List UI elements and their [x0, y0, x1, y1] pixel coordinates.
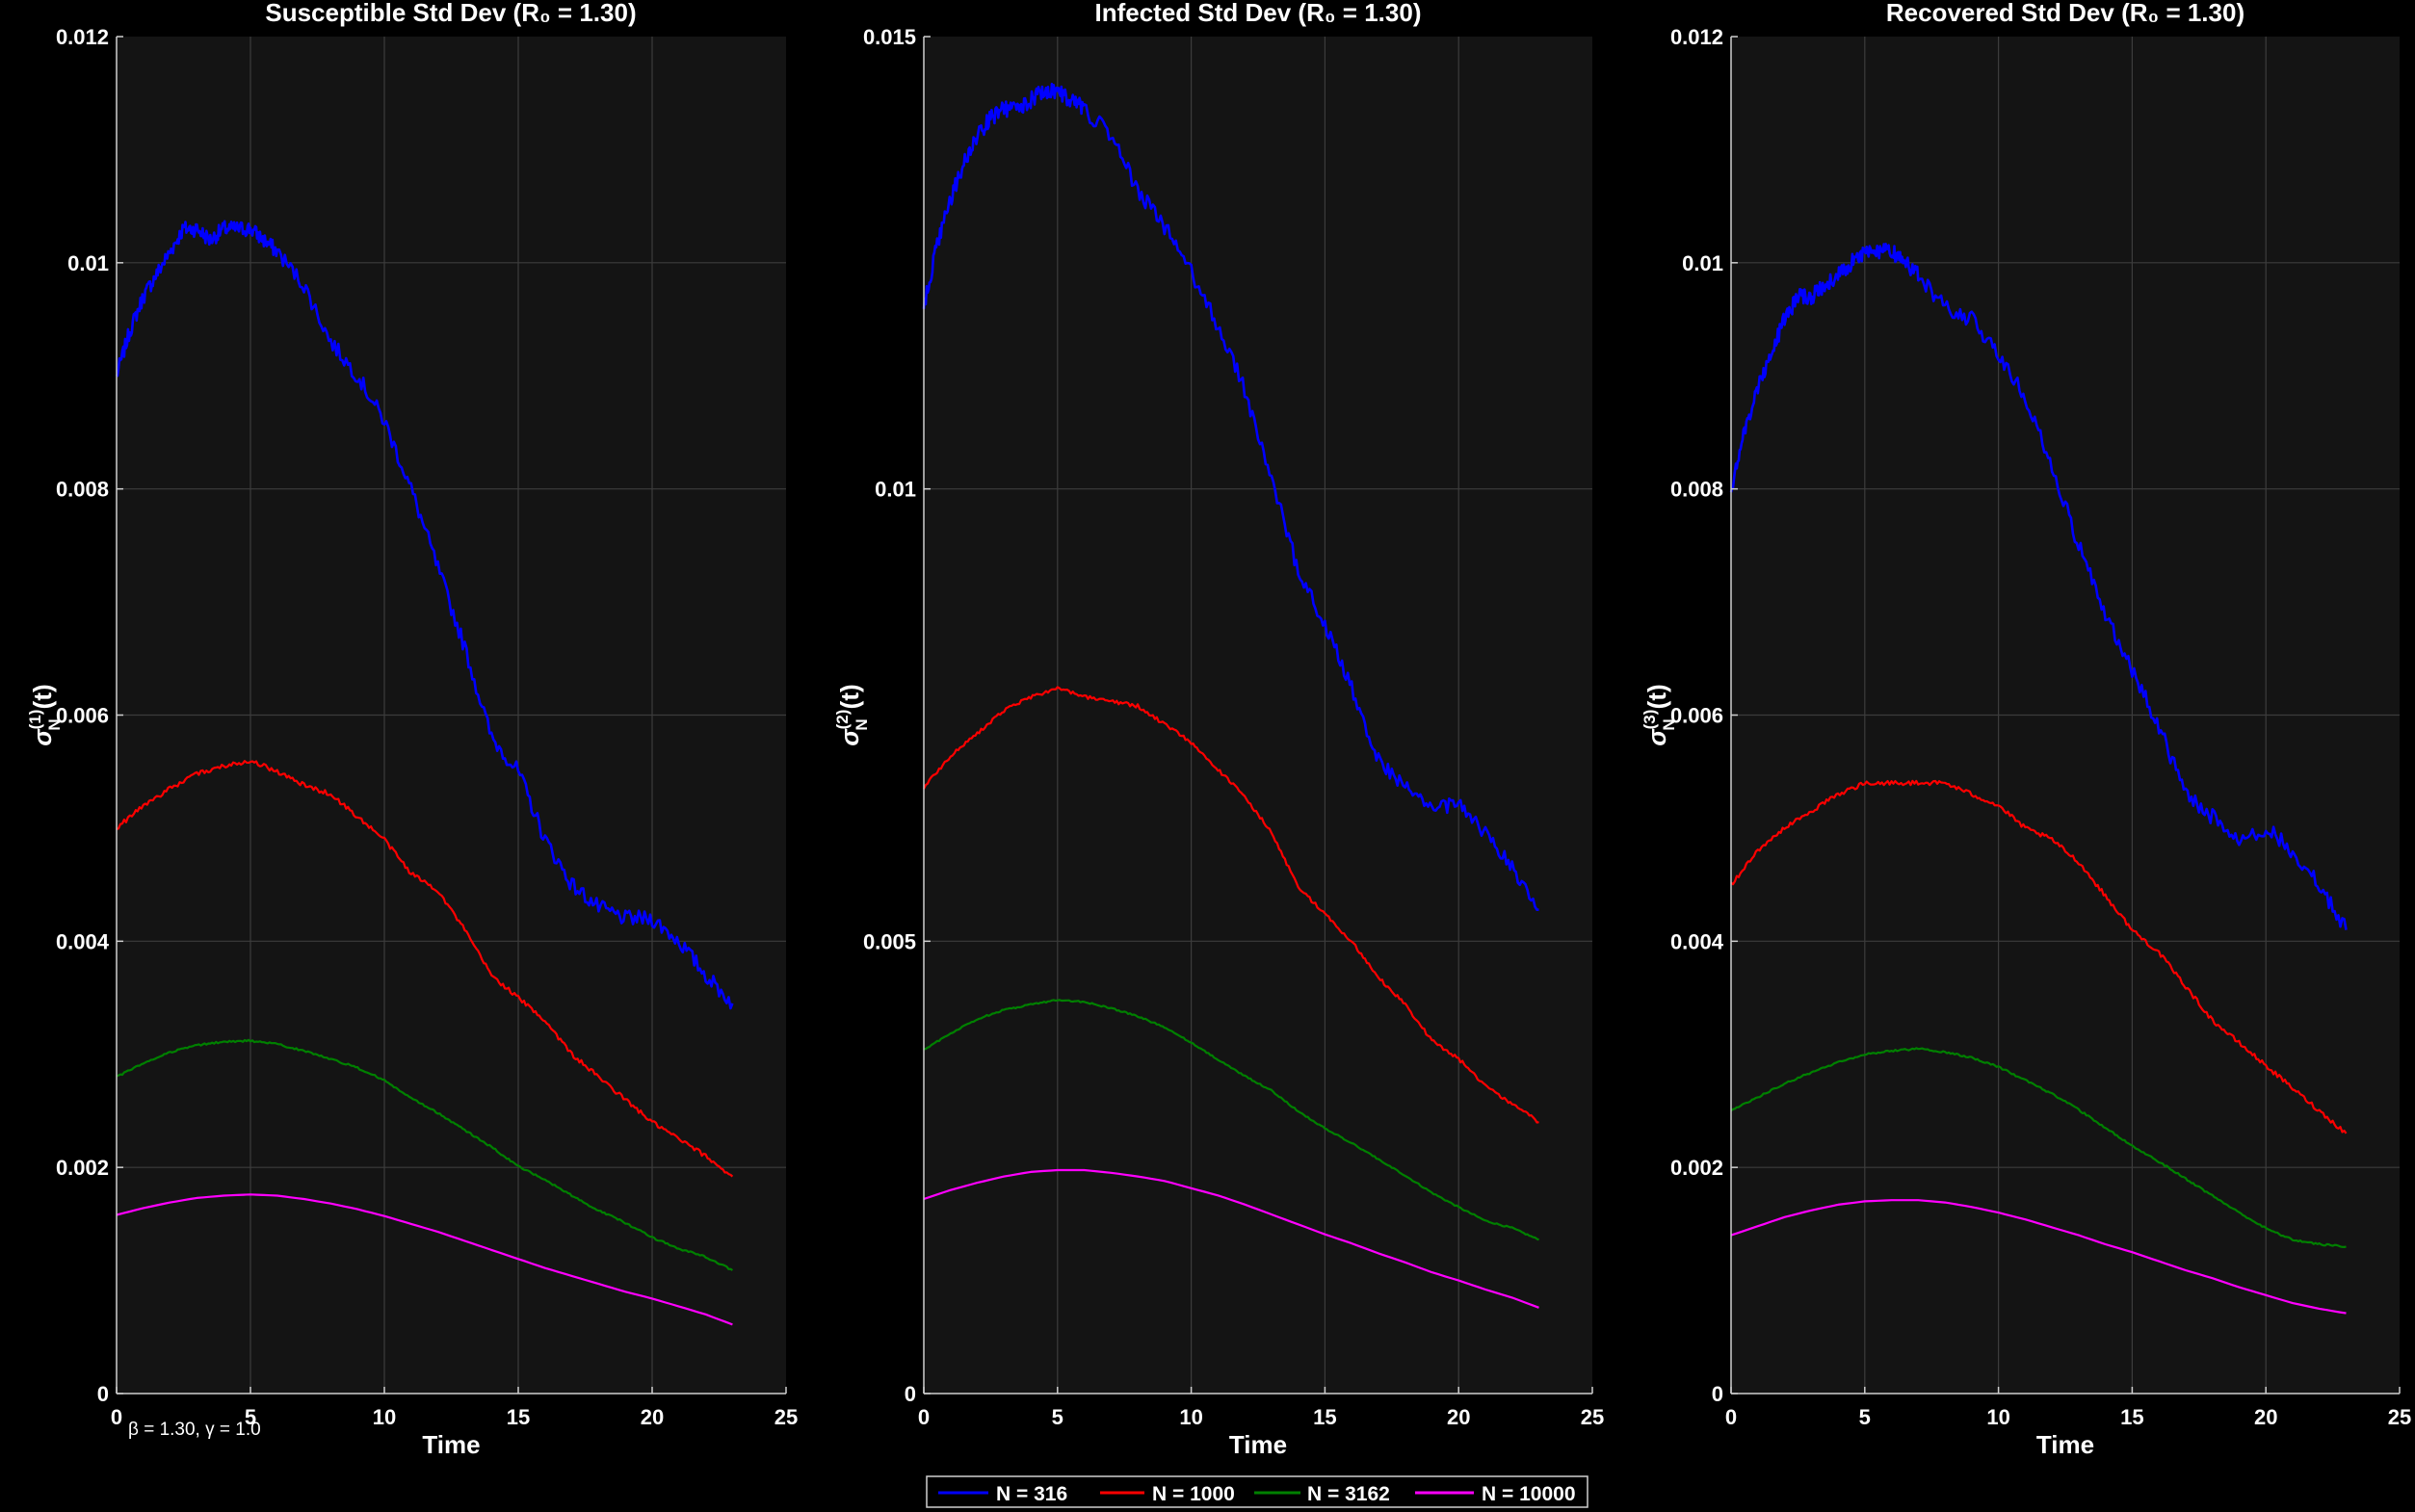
- x-tick-label: 15: [1313, 1405, 1336, 1429]
- y-tick-label: 0: [97, 1382, 109, 1406]
- legend-entry-n3162: N = 3162: [1254, 1483, 1390, 1505]
- y-tick-label: 0: [1712, 1382, 1723, 1406]
- series-line-10000: [116, 1193, 733, 1326]
- series-line-10000: [1730, 1199, 2347, 1315]
- y-tick-label: 0: [905, 1382, 916, 1406]
- x-tick-label: 15: [2120, 1405, 2143, 1429]
- x-tick-label: 15: [507, 1405, 530, 1429]
- legend-entry-n316: N = 316: [938, 1483, 1067, 1505]
- x-tick-label: 0: [918, 1405, 930, 1429]
- legend-label: N = 10000: [1482, 1483, 1576, 1505]
- x-tick-label: 10: [1986, 1405, 2009, 1429]
- x-tick-label: 25: [2388, 1405, 2411, 1429]
- x-tick-label: 0: [111, 1405, 122, 1429]
- y-tick-label: 0.01: [875, 478, 916, 502]
- series-line-1000: [1730, 779, 2348, 1134]
- x-axis-title: Time: [2036, 1430, 2094, 1459]
- series-line-3162: [1730, 1047, 2347, 1249]
- parameter-annotation: β = 1.30, γ = 1.0: [128, 1420, 261, 1440]
- x-tick-label: 5: [1052, 1405, 1063, 1429]
- panel-recovered: Recovered Std Dev (R₀ = 1.30) 0 5 10 15 20 25…: [1641, 0, 2411, 1459]
- legend-entry-n10000: N = 10000: [1415, 1483, 1576, 1505]
- series-line-1000: [116, 760, 734, 1178]
- y-axis-title-symbol: σ: [28, 728, 57, 746]
- x-axis-title: Time: [422, 1430, 480, 1459]
- y-axis-title-tail: (t): [28, 684, 57, 709]
- x-tick-label: 0: [1725, 1405, 1737, 1429]
- y-axis-title: σ(3)N (t): [1641, 684, 1678, 745]
- y-axis-title-superscript: (1): [26, 710, 44, 730]
- y-axis-title-superscript: (2): [833, 710, 852, 730]
- y-axis-title-tail: (t): [835, 684, 864, 709]
- series-line-10000: [923, 1168, 1539, 1309]
- y-tick-label: 0.008: [1670, 478, 1723, 502]
- y-axis-title-subscript: N: [45, 718, 64, 730]
- legend-label: N = 316: [996, 1483, 1067, 1505]
- y-axis-title-symbol: σ: [835, 728, 864, 746]
- series-line-316: [115, 220, 734, 1010]
- series-line-3162: [116, 1038, 733, 1271]
- y-tick-label: 0.012: [1670, 25, 1723, 49]
- x-tick-label: 20: [641, 1405, 664, 1429]
- panel-title: Recovered Std Dev (R₀ = 1.30): [1886, 0, 2244, 27]
- series-line-316: [922, 82, 1539, 912]
- y-axis-title-symbol: σ: [1642, 728, 1671, 746]
- y-tick-label: 0.01: [67, 251, 109, 275]
- legend: N = 316 N = 1000 N = 3162 N = 10000: [926, 1475, 1588, 1508]
- panel-title: Susceptible Std Dev (R₀ = 1.30): [265, 0, 636, 27]
- y-tick-label: 0.01: [1682, 251, 1723, 275]
- plot-area: [924, 37, 1592, 1394]
- y-tick-label: 0.006: [1670, 704, 1723, 728]
- x-tick-label: 5: [1859, 1405, 1871, 1429]
- x-tick-label: 25: [774, 1405, 798, 1429]
- panel-infected: Infected Std Dev (R₀ = 1.30) 0 5 10 15 20 25 0…: [833, 0, 1604, 1459]
- x-tick-label: 25: [1581, 1405, 1604, 1429]
- y-axis-title-subscript: N: [1660, 718, 1678, 730]
- y-axis-title: σ(2)N (t): [833, 684, 871, 745]
- series-line-1000: [923, 686, 1539, 1124]
- panel-susceptible: Susceptible Std Dev (R₀ = 1.30) 0 5 10 15 20…: [26, 0, 798, 1459]
- panel-title: Infected Std Dev (R₀ = 1.30): [1095, 0, 1422, 27]
- y-tick-label: 0.015: [863, 25, 916, 49]
- legend-label: N = 3162: [1307, 1483, 1390, 1505]
- legend-entry-n1000: N = 1000: [1100, 1483, 1235, 1505]
- y-tick-label: 0.002: [56, 1156, 109, 1180]
- x-tick-label: 10: [373, 1405, 396, 1429]
- y-tick-label: 0.008: [56, 478, 109, 502]
- x-tick-label: 20: [1447, 1405, 1470, 1429]
- series-line-316: [1729, 243, 2348, 930]
- x-axis-title: Time: [1229, 1430, 1287, 1459]
- y-tick-label: 0.012: [56, 25, 109, 49]
- x-tick-label: 5: [245, 1405, 256, 1429]
- y-axis-title: σ(1)N (t): [26, 684, 64, 745]
- y-tick-label: 0.005: [863, 929, 916, 953]
- y-tick-label: 0.004: [1670, 929, 1724, 953]
- series-line-3162: [923, 999, 1539, 1241]
- y-tick-label: 0.002: [1670, 1156, 1723, 1180]
- y-axis-title-tail: (t): [1642, 684, 1671, 709]
- y-tick-label: 0.006: [56, 704, 109, 728]
- legend-label: N = 1000: [1152, 1483, 1235, 1505]
- y-axis-title-superscript: (3): [1641, 710, 1659, 730]
- y-tick-label: 0.004: [56, 929, 110, 953]
- x-tick-label: 10: [1179, 1405, 1202, 1429]
- x-tick-label: 20: [2254, 1405, 2277, 1429]
- y-axis-title-subscript: N: [853, 718, 871, 730]
